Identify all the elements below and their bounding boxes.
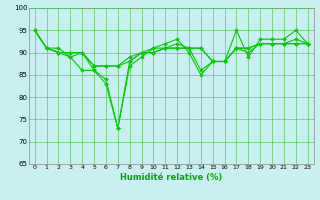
X-axis label: Humidité relative (%): Humidité relative (%) bbox=[120, 173, 222, 182]
